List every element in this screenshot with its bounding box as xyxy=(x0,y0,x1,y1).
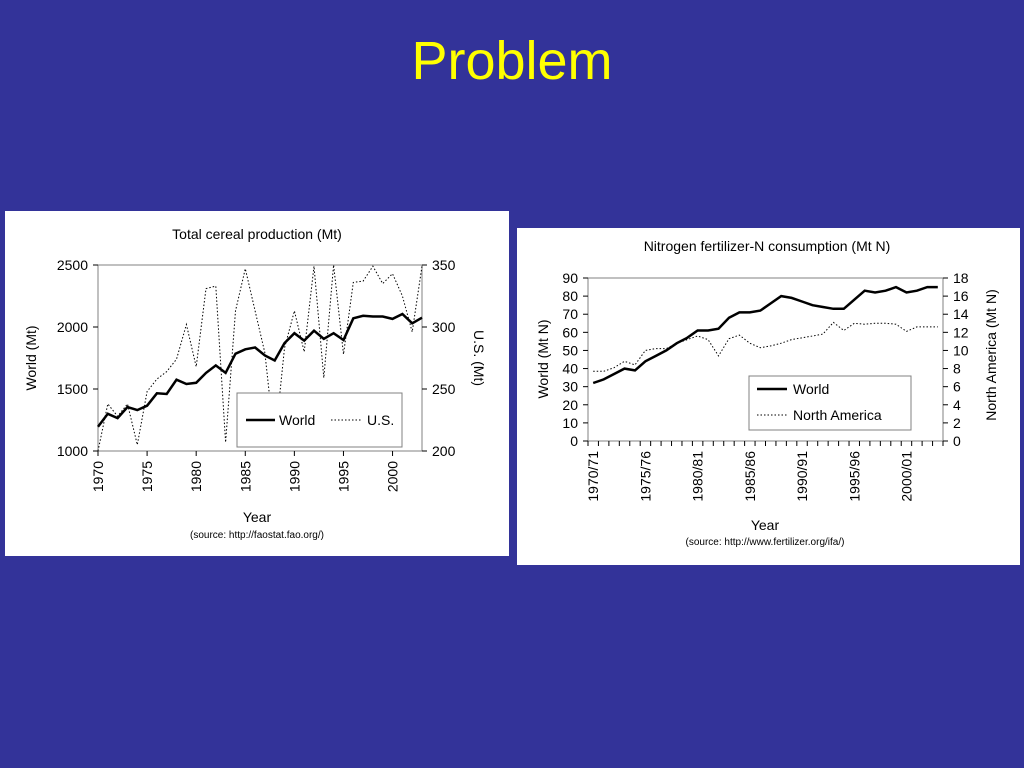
x-tick-label: 1990/91 xyxy=(794,451,810,502)
y-tick-label-right: 12 xyxy=(953,324,969,340)
source-note: (source: http://faostat.fao.org/) xyxy=(190,530,324,541)
y-tick-label-right: 8 xyxy=(953,361,961,377)
legend-label-world: World xyxy=(279,412,315,428)
y-tick-label-left: 70 xyxy=(562,306,578,322)
series-line-world xyxy=(97,312,423,428)
y-tick-label-left: 80 xyxy=(562,288,578,304)
legend: World U.S. xyxy=(236,392,403,448)
y-tick-label-left: 50 xyxy=(562,342,578,358)
x-tick-label: 1970/71 xyxy=(585,451,601,502)
y-tick-label-right: 200 xyxy=(432,443,456,459)
chart-title: Nitrogen fertilizer-N consumption (Mt N) xyxy=(644,238,891,254)
x-tick-label: 1970 xyxy=(90,461,106,492)
y-axis-label-left: World (Mt) xyxy=(23,325,39,390)
x-tick-label: 1975/76 xyxy=(637,451,653,502)
x-tick-label: 1995 xyxy=(335,461,351,492)
x-tick-label: 1980 xyxy=(188,461,204,492)
y-tick-label-right: 300 xyxy=(432,319,456,335)
x-tick-label: 2000/01 xyxy=(898,451,914,502)
y-tick-label-right: 0 xyxy=(953,433,961,449)
cereal-chart-panel: Total cereal production (Mt) 1000 1500 200… xyxy=(5,211,509,556)
slide-title: Problem xyxy=(411,31,613,91)
x-axis-label: Year xyxy=(243,509,272,525)
chart-title: Total cereal production (Mt) xyxy=(172,226,342,242)
plot-area xyxy=(97,264,423,452)
y-tick-label-right: 18 xyxy=(953,270,969,286)
y-tick-label-left: 1500 xyxy=(57,381,88,397)
y-axis-label-left: World (Mt N) xyxy=(535,319,551,398)
x-tick-label: 1975 xyxy=(139,461,155,492)
y-tick-label-right: 10 xyxy=(953,342,969,358)
fertilizer-chart: Nitrogen fertilizer-N consumption (Mt N)… xyxy=(535,238,999,548)
x-tick-label: 2000 xyxy=(385,461,401,492)
y-tick-label-left: 20 xyxy=(562,397,578,413)
y-tick-label-left: 30 xyxy=(562,379,578,395)
x-tick-label: 1985 xyxy=(237,461,253,492)
source-note: (source: http://www.fertilizer.org/ifa/) xyxy=(686,537,845,548)
fertilizer-chart-panel: Nitrogen fertilizer-N consumption (Mt N)… xyxy=(517,228,1020,565)
legend-label-north-america: North America xyxy=(793,407,882,423)
y-tick-label-left: 2000 xyxy=(57,319,88,335)
y-tick-label-right: 16 xyxy=(953,288,969,304)
x-tick-label: 1995/96 xyxy=(846,451,862,502)
legend: World North America xyxy=(748,375,912,431)
legend-label-world: World xyxy=(793,381,829,397)
x-axis-label: Year xyxy=(751,517,780,533)
x-tick-label: 1990 xyxy=(286,461,302,492)
y-tick-label-left: 40 xyxy=(562,361,578,377)
series-line-world xyxy=(592,285,938,385)
y-tick-label-right: 4 xyxy=(953,397,961,413)
x-tick-label: 1985/86 xyxy=(742,451,758,502)
y-tick-label-left: 60 xyxy=(562,324,578,340)
series-line-us xyxy=(97,264,423,452)
y-tick-label-left: 0 xyxy=(570,433,578,449)
y-tick-label-right: 14 xyxy=(953,306,969,322)
y-tick-label-left: 2500 xyxy=(57,257,88,273)
cereal-chart: Total cereal production (Mt) 1000 1500 200… xyxy=(23,226,487,541)
legend-label-us: U.S. xyxy=(367,412,394,428)
y-tick-label-right: 2 xyxy=(953,415,961,431)
y-axis-label-right: U.S. (Mt) xyxy=(471,330,487,386)
y-tick-label-right: 250 xyxy=(432,381,456,397)
legend-box xyxy=(748,375,912,431)
y-tick-label-left: 10 xyxy=(562,415,578,431)
x-tick-label: 1980/81 xyxy=(690,451,706,502)
y-tick-label-left: 90 xyxy=(562,270,578,286)
series-line-north-america xyxy=(593,321,938,372)
y-tick-label-right: 6 xyxy=(953,379,961,395)
y-axis-label-right: North America (Mt N) xyxy=(983,289,999,420)
y-tick-label-left: 1000 xyxy=(57,443,88,459)
y-tick-label-right: 350 xyxy=(432,257,456,273)
